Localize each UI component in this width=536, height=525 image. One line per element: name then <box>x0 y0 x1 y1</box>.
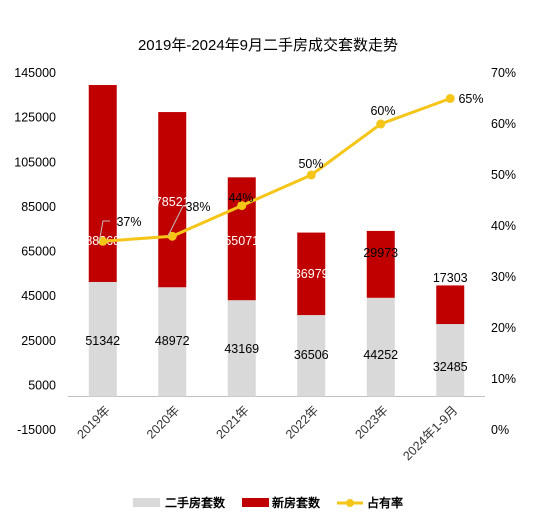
legend-label-share: 占有率 <box>367 495 403 510</box>
y-left-tick-label: 125000 <box>14 111 56 125</box>
y-left-tick-label: 45000 <box>21 289 56 303</box>
y-left-tick-label: 105000 <box>14 155 56 169</box>
legend-label-new-home: 新房套数 <box>272 495 321 510</box>
x-tick-label: 2023年 <box>352 403 390 441</box>
share-marker <box>167 231 177 241</box>
share-marker <box>98 236 108 246</box>
data-label-new-home: 29973 <box>363 246 398 260</box>
share-marker <box>376 119 386 129</box>
data-label-new-home: 17303 <box>433 271 468 285</box>
bar-used-home <box>436 324 465 397</box>
data-label-used-home: 48972 <box>155 334 190 348</box>
data-label-used-home: 36506 <box>294 348 329 362</box>
bar-used-home <box>227 300 256 397</box>
bar-used-home <box>366 297 395 397</box>
bar-new-home <box>366 230 395 298</box>
y-right-tick-label: 70% <box>491 66 516 80</box>
bar-used-home <box>158 287 187 397</box>
data-label-share: 65% <box>458 92 483 106</box>
bar-used-home <box>297 315 326 397</box>
x-tick-label: 2022年 <box>283 403 321 441</box>
bar-new-home <box>297 232 326 316</box>
y-right-tick-label: 50% <box>491 168 516 182</box>
y-right-tick-label: 30% <box>491 270 516 284</box>
data-label-share: 50% <box>298 157 323 171</box>
bar-new-home <box>158 112 187 288</box>
data-label-share: 37% <box>116 215 141 229</box>
data-label-new-home: 36979 <box>294 267 329 281</box>
legend-swatch-used-home <box>133 498 160 507</box>
x-tick-label: 2021年 <box>213 403 251 441</box>
legend-swatch-new-home <box>242 498 269 507</box>
y-left-tick-label: 85000 <box>21 200 56 214</box>
data-label-used-home: 51342 <box>85 334 120 348</box>
y-left-tick-label: 25000 <box>21 334 56 348</box>
y-left-tick-label: 5000 <box>28 378 56 392</box>
share-line <box>102 97 451 243</box>
y-right-tick-label: 40% <box>491 219 516 233</box>
y-right-tick-label: 20% <box>491 321 516 335</box>
data-label-new-home: 78521 <box>155 195 190 209</box>
data-label-share: 60% <box>370 104 395 118</box>
y-right-tick-label: 0% <box>491 423 509 437</box>
legend: 二手房套数 新房套数 占有率 <box>133 495 403 510</box>
data-label-used-home: 44252 <box>363 348 398 362</box>
plot-area: 145000 125000 105000 85000 65000 45000 25000 50… <box>14 66 516 463</box>
leader-line <box>167 205 186 237</box>
legend-label-used-home: 二手房套数 <box>165 495 226 510</box>
share-marker <box>445 94 455 103</box>
data-label-used-home: 32485 <box>433 360 468 374</box>
y-right-tick-label: 10% <box>491 372 516 386</box>
x-tick-label: 2024年1-9月 <box>400 403 460 463</box>
y-left-tick-label: 145000 <box>14 66 56 80</box>
data-label-new-home: 55071 <box>224 234 259 248</box>
bar-new-home <box>436 285 465 325</box>
share-marker <box>306 170 316 180</box>
y-right-tick-label: 60% <box>491 117 516 131</box>
bar-used-home <box>88 281 117 397</box>
x-tick-label: 2020年 <box>144 403 182 441</box>
share-marker <box>237 201 247 211</box>
data-label-share: 38% <box>185 200 210 214</box>
x-tick-label: 2019年 <box>74 403 112 441</box>
y-left-tick-label: 65000 <box>21 245 56 259</box>
legend-marker-share <box>346 499 354 507</box>
data-label-used-home: 43169 <box>224 342 259 356</box>
chart-title: 2019年-2024年9月二手房成交套数走势 <box>138 36 398 54</box>
leader-line <box>98 220 110 244</box>
bar-new-home <box>227 177 256 301</box>
bar-new-home <box>88 85 117 282</box>
y-left-tick-label: -15000 <box>17 423 56 437</box>
data-label-share: 44% <box>228 191 253 205</box>
